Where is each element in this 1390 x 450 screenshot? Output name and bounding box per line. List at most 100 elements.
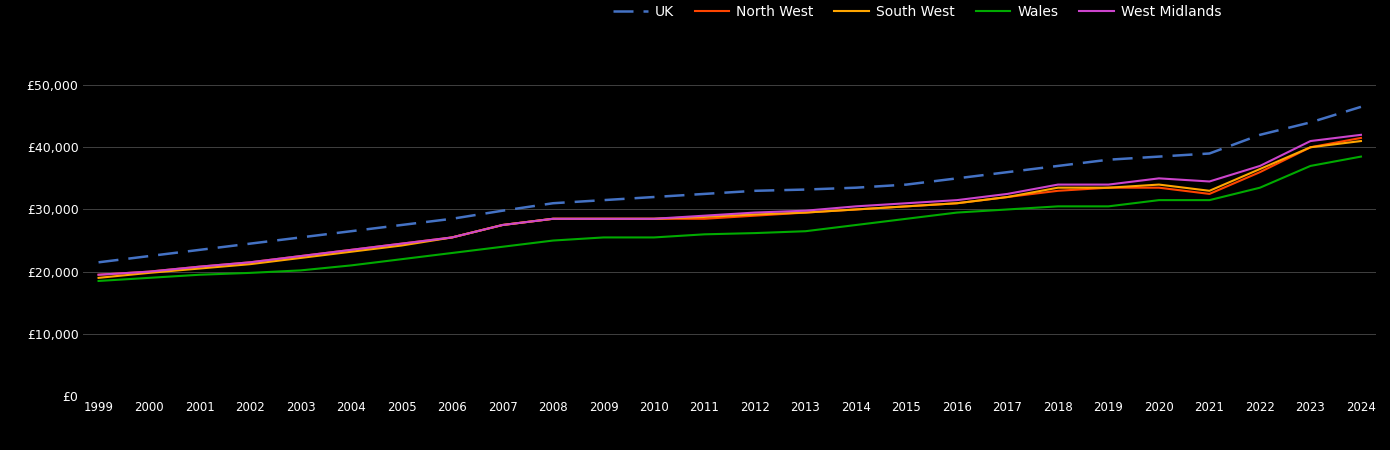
UK xyxy=(393,222,410,228)
Wales xyxy=(898,216,915,221)
South West xyxy=(192,266,208,271)
North West xyxy=(1352,135,1369,141)
North West xyxy=(545,216,562,221)
West Midlands xyxy=(1099,182,1116,187)
North West xyxy=(292,253,309,259)
South West xyxy=(1049,185,1066,190)
North West xyxy=(343,247,360,252)
UK xyxy=(898,182,915,187)
North West xyxy=(898,204,915,209)
UK xyxy=(1201,151,1218,156)
Wales xyxy=(948,210,965,215)
North West xyxy=(948,201,965,206)
West Midlands xyxy=(1302,138,1319,144)
West Midlands xyxy=(848,204,865,209)
West Midlands xyxy=(90,272,107,278)
Wales xyxy=(796,229,813,234)
South West xyxy=(1151,182,1168,187)
UK xyxy=(595,198,612,203)
Line: South West: South West xyxy=(99,141,1361,278)
West Midlands xyxy=(646,216,663,221)
South West xyxy=(999,194,1016,200)
West Midlands xyxy=(393,241,410,246)
West Midlands xyxy=(948,198,965,203)
South West xyxy=(1302,144,1319,150)
UK xyxy=(746,188,763,194)
South West xyxy=(343,249,360,254)
UK xyxy=(848,185,865,190)
UK xyxy=(1151,154,1168,159)
South West xyxy=(898,204,915,209)
Wales xyxy=(1201,198,1218,203)
Wales xyxy=(1099,204,1116,209)
UK xyxy=(646,194,663,200)
Line: North West: North West xyxy=(99,138,1361,275)
UK xyxy=(1251,132,1268,138)
West Midlands xyxy=(140,269,157,274)
North West xyxy=(1099,185,1116,190)
UK xyxy=(696,191,713,197)
West Midlands xyxy=(1151,176,1168,181)
West Midlands xyxy=(292,253,309,259)
Line: Wales: Wales xyxy=(99,157,1361,281)
West Midlands xyxy=(796,208,813,213)
North West xyxy=(696,216,713,221)
Wales xyxy=(1151,198,1168,203)
South West xyxy=(746,212,763,217)
Wales xyxy=(595,235,612,240)
North West xyxy=(1201,191,1218,197)
UK xyxy=(1049,163,1066,169)
South West xyxy=(545,216,562,221)
UK xyxy=(292,235,309,240)
West Midlands xyxy=(192,264,208,270)
West Midlands xyxy=(443,235,460,240)
West Midlands xyxy=(898,201,915,206)
UK xyxy=(90,260,107,265)
South West xyxy=(90,275,107,280)
Wales xyxy=(140,275,157,280)
Wales xyxy=(1049,204,1066,209)
UK xyxy=(796,187,813,192)
Line: West Midlands: West Midlands xyxy=(99,135,1361,275)
South West xyxy=(1099,185,1116,190)
North West xyxy=(1049,188,1066,194)
UK xyxy=(495,208,512,213)
Wales xyxy=(242,270,259,275)
Wales xyxy=(443,250,460,256)
West Midlands xyxy=(343,247,360,252)
Wales xyxy=(746,230,763,236)
North West xyxy=(495,222,512,228)
South West xyxy=(1251,166,1268,172)
UK xyxy=(1352,104,1369,109)
North West xyxy=(1151,185,1168,190)
UK xyxy=(545,201,562,206)
Wales xyxy=(1352,154,1369,159)
South West xyxy=(696,214,713,220)
West Midlands xyxy=(1352,132,1369,138)
North West xyxy=(443,235,460,240)
Wales xyxy=(1302,163,1319,169)
UK xyxy=(443,216,460,221)
South West xyxy=(646,216,663,221)
North West xyxy=(192,264,208,270)
North West xyxy=(646,216,663,221)
South West xyxy=(242,261,259,267)
North West xyxy=(242,260,259,265)
North West xyxy=(746,213,763,218)
West Midlands xyxy=(696,213,713,218)
Wales xyxy=(545,238,562,243)
South West xyxy=(948,201,965,206)
South West xyxy=(848,207,865,212)
South West xyxy=(292,255,309,261)
South West xyxy=(1352,138,1369,144)
UK xyxy=(343,229,360,234)
South West xyxy=(495,222,512,228)
South West xyxy=(1201,188,1218,194)
Wales xyxy=(192,272,208,278)
West Midlands xyxy=(242,260,259,265)
Wales xyxy=(1251,185,1268,190)
West Midlands xyxy=(1049,182,1066,187)
North West xyxy=(140,269,157,274)
UK xyxy=(1302,120,1319,125)
UK xyxy=(192,247,208,252)
